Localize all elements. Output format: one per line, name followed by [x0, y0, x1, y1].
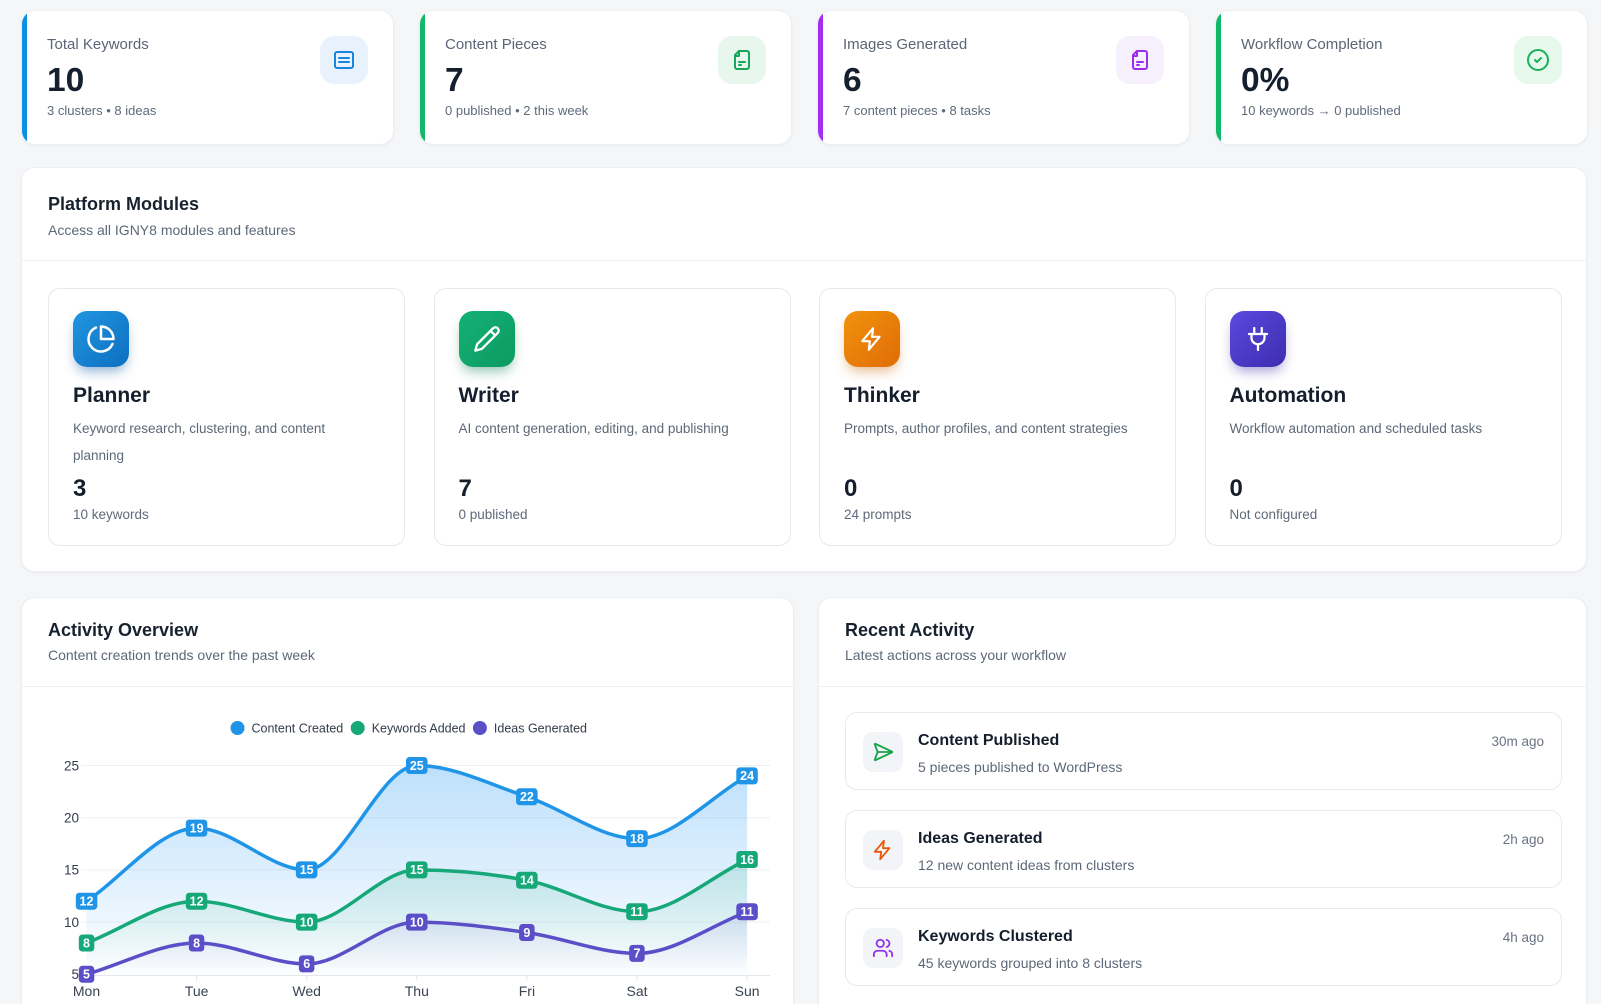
svg-text:6: 6	[303, 957, 310, 971]
svg-text:Keywords Added: Keywords Added	[372, 722, 466, 736]
svg-text:25: 25	[410, 759, 424, 773]
svg-text:25: 25	[64, 758, 79, 773]
svg-text:15: 15	[410, 863, 424, 877]
svg-text:20: 20	[64, 811, 79, 826]
svg-text:8: 8	[83, 936, 90, 950]
svg-text:Sat: Sat	[626, 983, 647, 999]
svg-text:24: 24	[740, 769, 754, 783]
svg-text:10: 10	[300, 915, 314, 929]
svg-text:5: 5	[83, 968, 90, 982]
svg-text:7: 7	[634, 947, 641, 961]
svg-text:Mon: Mon	[73, 983, 100, 999]
svg-text:Content Created: Content Created	[252, 722, 344, 736]
svg-text:16: 16	[740, 853, 754, 867]
svg-text:12: 12	[80, 895, 94, 909]
svg-text:Thu: Thu	[405, 983, 429, 999]
svg-text:Tue: Tue	[185, 983, 209, 999]
svg-text:14: 14	[520, 874, 534, 888]
svg-text:Ideas Generated: Ideas Generated	[494, 722, 587, 736]
svg-text:8: 8	[193, 936, 200, 950]
svg-text:11: 11	[630, 905, 643, 919]
svg-text:15: 15	[64, 863, 79, 878]
svg-text:Wed: Wed	[292, 983, 321, 999]
svg-text:15: 15	[300, 863, 314, 877]
svg-text:10: 10	[64, 915, 79, 930]
svg-text:Fri: Fri	[519, 983, 535, 999]
svg-text:11: 11	[740, 905, 753, 919]
svg-text:10: 10	[410, 915, 424, 929]
svg-text:Sun: Sun	[735, 983, 760, 999]
svg-text:12: 12	[190, 895, 204, 909]
svg-text:19: 19	[190, 821, 204, 835]
svg-text:9: 9	[523, 926, 530, 940]
svg-text:18: 18	[630, 832, 644, 846]
svg-text:22: 22	[520, 790, 534, 804]
svg-text:5: 5	[71, 967, 79, 982]
